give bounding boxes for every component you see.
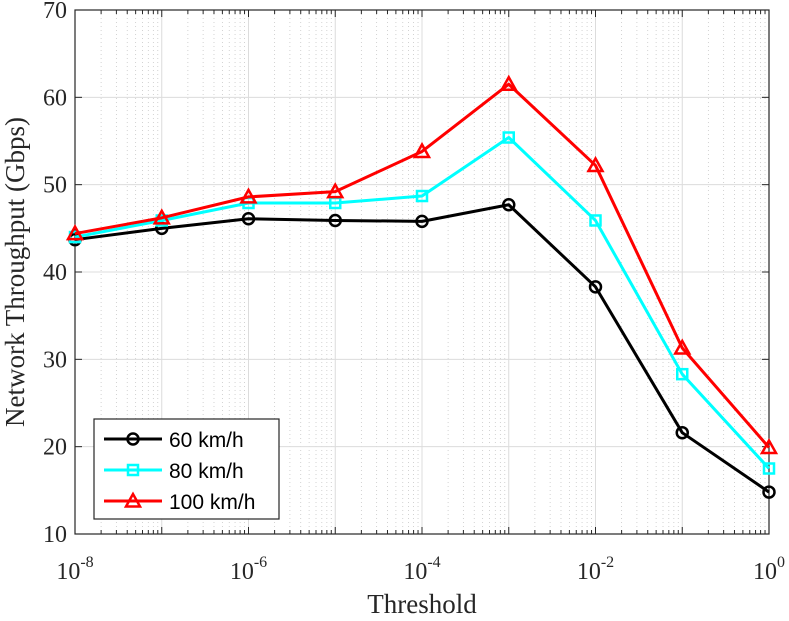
series-60-km-h xyxy=(68,198,776,499)
data-point-triangle xyxy=(412,141,432,159)
y-tick-label: 10 xyxy=(43,522,67,548)
data-point-triangle xyxy=(759,437,779,455)
data-point-square xyxy=(589,214,602,227)
legend-marker-square xyxy=(126,463,140,477)
y-tick-label: 30 xyxy=(43,347,67,373)
y-tick-label: 50 xyxy=(43,173,67,199)
data-point-triangle xyxy=(673,338,692,355)
x-tick-label: 10-8 xyxy=(56,554,93,585)
legend-item: 60 km/h xyxy=(104,429,244,452)
legend-marker-circle xyxy=(126,432,140,446)
data-point-triangle xyxy=(326,182,345,199)
data-point-square xyxy=(676,367,689,381)
y-tick-label: 70 xyxy=(43,0,67,24)
x-tick-label: 100 xyxy=(753,554,785,585)
x-axis-label: Threshold xyxy=(367,589,477,619)
data-point-triangle xyxy=(239,187,258,204)
series-line xyxy=(74,82,771,449)
x-tick-label: 10-2 xyxy=(577,554,614,585)
data-point-triangle xyxy=(152,208,171,225)
data-point-circle xyxy=(588,280,603,294)
y-tick-label: 60 xyxy=(43,85,67,111)
legend-item: 100 km/h xyxy=(104,491,255,514)
legend-label: 100 km/h xyxy=(169,491,255,514)
data-point-circle xyxy=(762,485,776,499)
y-axis-label: Network Throughput (Gbps) xyxy=(0,117,30,427)
y-tick-label: 20 xyxy=(43,435,67,461)
data-point-circle xyxy=(502,198,516,212)
data-point-circle xyxy=(415,214,429,229)
data-point-triangle xyxy=(499,74,518,91)
x-tick-label: 10-4 xyxy=(403,554,440,585)
data-point-triangle xyxy=(65,224,85,241)
legend: 60 km/h 80 km/h 100 km/h xyxy=(93,418,280,520)
series-100-km-h xyxy=(65,74,779,455)
legend-label: 60 km/h xyxy=(169,429,244,452)
series-line xyxy=(74,203,770,494)
series-line xyxy=(74,136,771,470)
series-group xyxy=(65,74,779,499)
data-point-triangle xyxy=(586,155,605,173)
legend-marker-triangle xyxy=(123,491,143,508)
axes: 10-8 10-6 10-4 10-2 100 10 20 30 40 50 60 70 xyxy=(43,0,785,585)
data-point-circle xyxy=(241,211,256,226)
y-tick-label: 40 xyxy=(43,260,67,286)
legend-item: 80 km/h xyxy=(104,460,244,483)
data-point-circle xyxy=(675,425,689,440)
data-point-circle xyxy=(328,213,342,228)
x-tick-label: 10-6 xyxy=(230,554,267,585)
data-point-square xyxy=(415,189,429,203)
series-80-km-h xyxy=(68,131,776,475)
data-point-square xyxy=(502,131,515,144)
data-point-square xyxy=(762,462,776,475)
legend-label: 80 km/h xyxy=(169,460,244,483)
